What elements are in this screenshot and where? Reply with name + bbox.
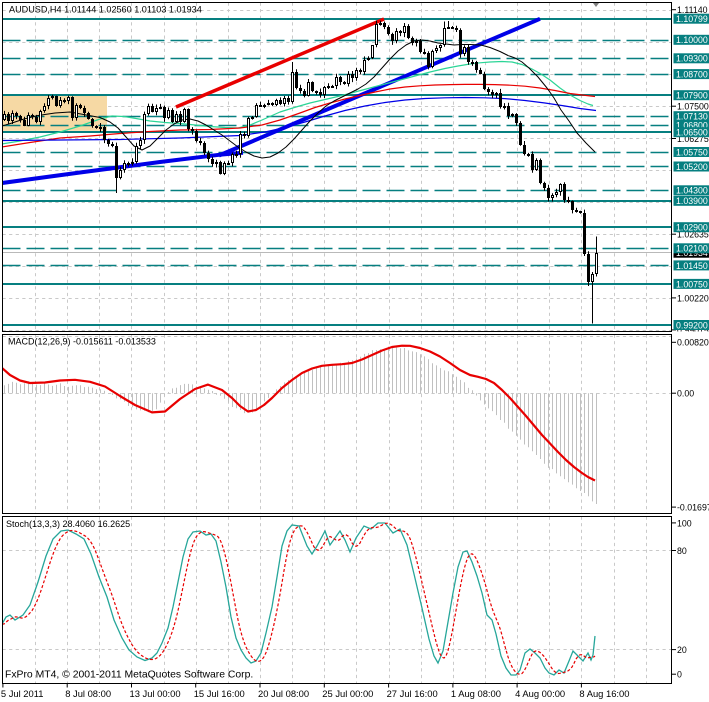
- svg-text:1.07500: 1.07500: [677, 102, 709, 112]
- svg-text:13 Jul 00:00: 13 Jul 00:00: [130, 688, 181, 699]
- svg-text:-0.01697: -0.01697: [677, 503, 709, 513]
- svg-text:1.05750: 1.05750: [676, 147, 708, 157]
- svg-text:1.06500: 1.06500: [676, 128, 708, 138]
- svg-text:1.06800: 1.06800: [676, 120, 708, 130]
- svg-text:1 Aug 08:00: 1 Aug 08:00: [451, 688, 501, 699]
- svg-text:80: 80: [677, 546, 687, 556]
- svg-text:100: 100: [677, 518, 692, 528]
- svg-text:1.10000: 1.10000: [676, 35, 708, 45]
- svg-text:1.02100: 1.02100: [676, 244, 708, 254]
- svg-text:MACD(12,26,9) -0.015611 -0.013: MACD(12,26,9) -0.015611 -0.013533: [8, 337, 156, 347]
- svg-text:1.05200: 1.05200: [676, 162, 708, 172]
- svg-text:4 Aug 00:00: 4 Aug 00:00: [515, 688, 565, 699]
- svg-text:1.00750: 1.00750: [676, 279, 708, 289]
- svg-text:FxPro MT4, © 2001-2011 MetaQuo: FxPro MT4, © 2001-2011 MetaQuotes Softwa…: [5, 670, 253, 681]
- svg-text:1.06275: 1.06275: [677, 134, 709, 144]
- svg-text:0.99200: 0.99200: [676, 320, 708, 330]
- svg-text:27 Jul 16:00: 27 Jul 16:00: [387, 688, 438, 699]
- svg-text:20 Jul 08:00: 20 Jul 08:00: [258, 688, 309, 699]
- svg-text:0.00: 0.00: [677, 389, 694, 399]
- svg-text:0: 0: [677, 670, 682, 680]
- svg-text:20: 20: [677, 645, 687, 655]
- svg-text:1.02900: 1.02900: [676, 223, 708, 233]
- svg-text:8 Aug 16:00: 8 Aug 16:00: [579, 688, 629, 699]
- svg-text:1.01450: 1.01450: [676, 261, 708, 271]
- svg-text:15 Jul 16:00: 15 Jul 16:00: [194, 688, 245, 699]
- svg-text:1.07900: 1.07900: [676, 91, 708, 101]
- svg-text:1.07130: 1.07130: [676, 112, 708, 122]
- svg-text:0.00820: 0.00820: [677, 338, 709, 348]
- svg-text:1.09300: 1.09300: [676, 54, 708, 64]
- svg-text:25 Jul 00:00: 25 Jul 00:00: [322, 688, 373, 699]
- svg-text:1.11140: 1.11140: [677, 5, 708, 15]
- svg-text:1.04300: 1.04300: [676, 186, 708, 196]
- svg-text:Stoch(13,3,3) 28.4060 16.2625: Stoch(13,3,3) 28.4060 16.2625: [6, 519, 130, 529]
- svg-text:1.10799: 1.10799: [676, 14, 708, 24]
- svg-text:AUDUSD,H4 1.01144 1.02560 1.0: AUDUSD,H4 1.01144 1.02560 1.01103 1.0193…: [9, 5, 202, 15]
- svg-text:1.00220: 1.00220: [677, 293, 709, 303]
- svg-text:1.02635: 1.02635: [677, 230, 709, 240]
- svg-text:5 Jul 2011: 5 Jul 2011: [1, 688, 44, 699]
- svg-text:1.08700: 1.08700: [676, 70, 708, 80]
- svg-text:1.03900: 1.03900: [676, 196, 708, 206]
- svg-text:8 Jul 08:00: 8 Jul 08:00: [65, 688, 111, 699]
